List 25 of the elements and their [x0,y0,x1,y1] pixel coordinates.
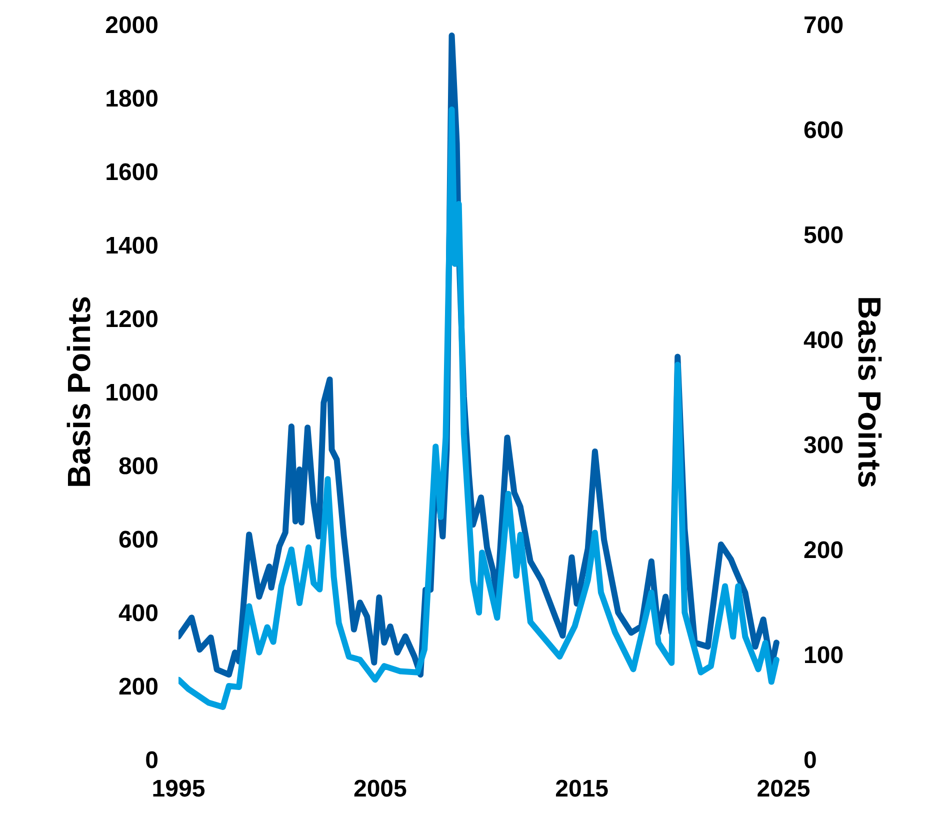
x-tick-label: 2025 [756,776,810,802]
y2-tick-label: 500 [804,222,844,249]
y2-tick-label: 0 [804,747,817,774]
y-tick-label: 1400 [105,232,158,260]
y-tick-label: 1800 [105,86,158,112]
y2-tick-label: 400 [804,327,844,354]
y2-tick-label: 300 [804,432,844,459]
y-tick-label: 1200 [105,306,158,333]
y2-tick-label: 700 [804,12,844,39]
y-tick-label: 1600 [105,159,158,186]
x-tick-label: 1995 [152,776,206,802]
y-tick-label: 1000 [105,380,158,406]
y-tick-label: 200 [118,674,159,700]
y2-tick-label: 600 [804,117,844,144]
y-tick-label: 600 [118,526,159,554]
y-axis-title: Basis Points [61,296,98,488]
y-tick-label: 0 [145,747,159,774]
y-tick-label: 2000 [105,12,158,39]
x-tick-label: 2005 [353,776,407,802]
y-tick-label: 400 [118,600,159,627]
x-tick-label: 2015 [555,776,609,802]
y2-axis-title: Basis Points [852,296,888,488]
y-tick-label: 800 [118,453,159,480]
y2-tick-label: 200 [804,537,844,564]
y2-tick-label: 100 [804,642,844,669]
